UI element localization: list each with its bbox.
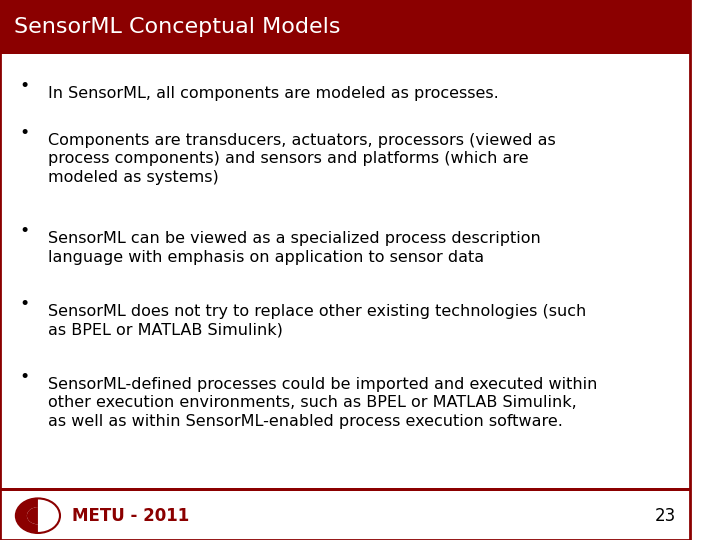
- Text: 23: 23: [654, 507, 676, 525]
- FancyBboxPatch shape: [0, 0, 690, 54]
- Text: •: •: [19, 124, 30, 141]
- Text: Components are transducers, actuators, processors (viewed as
process components): Components are transducers, actuators, p…: [48, 133, 556, 185]
- Text: SensorML Conceptual Models: SensorML Conceptual Models: [14, 17, 341, 37]
- Text: METU - 2011: METU - 2011: [73, 507, 189, 525]
- Text: In SensorML, all components are modeled as processes.: In SensorML, all components are modeled …: [48, 86, 499, 101]
- Text: •: •: [19, 222, 30, 240]
- FancyBboxPatch shape: [0, 488, 690, 491]
- Circle shape: [16, 498, 60, 533]
- Text: SensorML can be viewed as a specialized process description
language with emphas: SensorML can be viewed as a specialized …: [48, 232, 541, 265]
- Wedge shape: [27, 507, 38, 524]
- Text: SensorML-defined processes could be imported and executed within
other execution: SensorML-defined processes could be impo…: [48, 377, 598, 429]
- FancyBboxPatch shape: [0, 491, 690, 540]
- Text: •: •: [19, 77, 30, 95]
- Wedge shape: [16, 498, 38, 533]
- Circle shape: [27, 507, 49, 524]
- Text: •: •: [19, 295, 30, 313]
- Text: SensorML does not try to replace other existing technologies (such
as BPEL or MA: SensorML does not try to replace other e…: [48, 304, 587, 338]
- Text: •: •: [19, 368, 30, 386]
